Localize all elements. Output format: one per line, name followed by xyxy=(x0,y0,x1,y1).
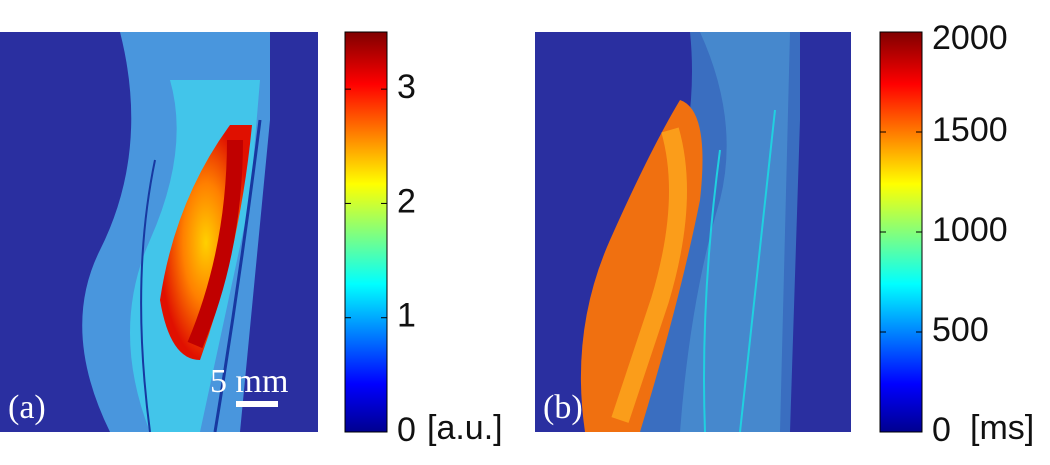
colorbar xyxy=(344,31,388,433)
colorbar-tick-label: 1500 xyxy=(932,111,1008,149)
colorbar-unit: [a.u.] xyxy=(427,409,503,447)
colorbar-tick-label: 0 xyxy=(932,411,951,449)
colorbar-tick-label: 0 xyxy=(397,411,416,449)
image-b xyxy=(535,32,851,432)
colorbar-tick-label: 1000 xyxy=(932,211,1008,249)
colorbar xyxy=(879,31,923,433)
colorbar-tick-label: 2000 xyxy=(932,19,1008,57)
colorbar-tick-label: 3 xyxy=(397,68,416,106)
image-a xyxy=(0,32,318,432)
panel-label: (a) xyxy=(8,389,46,426)
colorbar-tick-label: 500 xyxy=(932,311,989,349)
colorbar-unit: [ms] xyxy=(970,409,1034,447)
colorbar-tick-label: 2 xyxy=(397,182,416,220)
scale-bar-label: 5 mm xyxy=(210,363,288,400)
colorbar-tick-label: 1 xyxy=(397,297,416,335)
panel-label: (b) xyxy=(543,389,583,426)
scale-bar xyxy=(236,401,278,407)
